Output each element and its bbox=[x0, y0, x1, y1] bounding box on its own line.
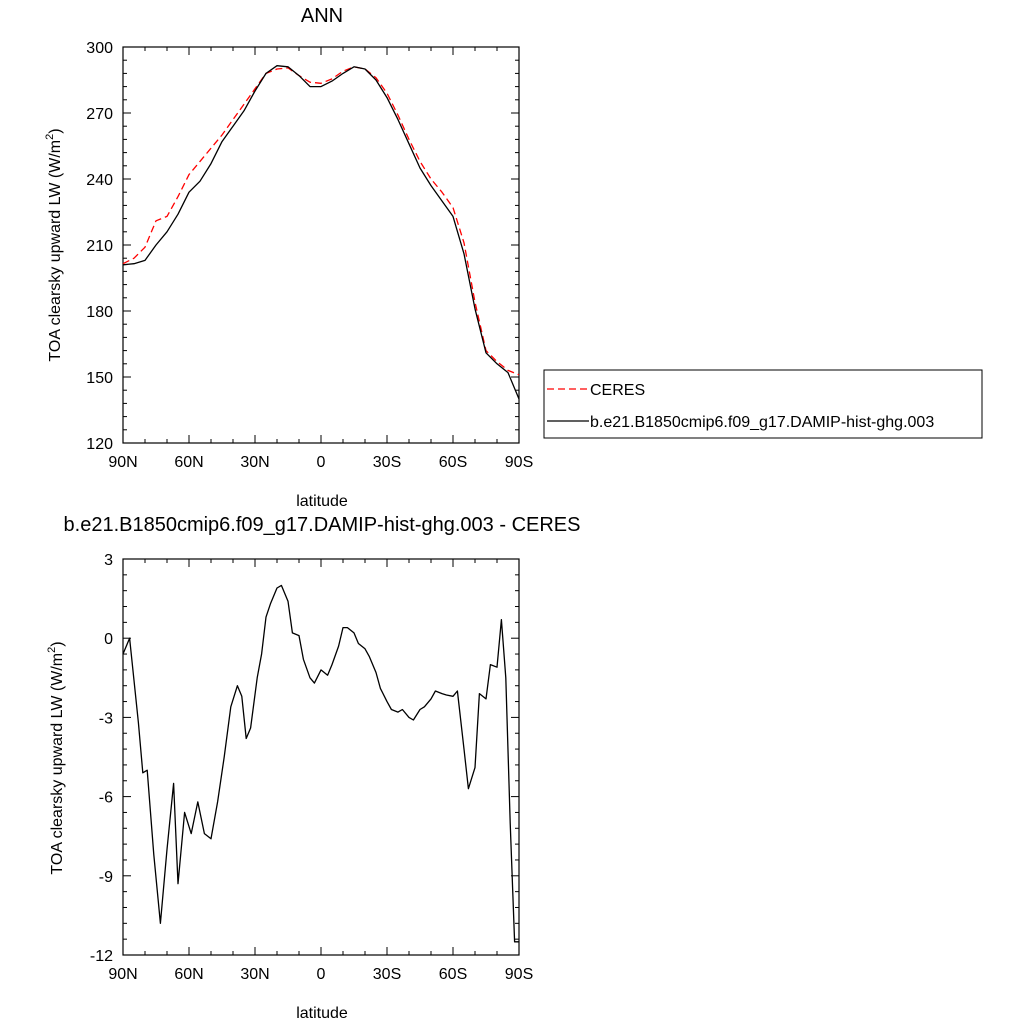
top-x-tick-label: 0 bbox=[317, 454, 326, 471]
top-y-axis-label-main: TOA clearsky upward LW (W/m bbox=[47, 140, 64, 362]
bottom-x-tick-label: 30N bbox=[240, 966, 269, 983]
bottom-y-tick-label: 3 bbox=[104, 552, 113, 569]
bottom-y-axis-label-sup: 2 bbox=[46, 647, 58, 653]
bottom-y-tick-label: -3 bbox=[99, 710, 113, 727]
legend-ceres-label: CERES bbox=[590, 382, 645, 399]
top-x-tick-label: 30S bbox=[373, 454, 401, 471]
top-plot-area: 90N 60N 30N 0 30S 60S 90S 120 150 180 210 240 270 300 bbox=[86, 40, 533, 471]
top-y-axis-label-sup: 2 bbox=[44, 134, 56, 140]
top-x-tick-label: 90S bbox=[505, 454, 533, 471]
legend-model-label: b.e21.B1850cmip6.f09_g17.DAMIP-hist-ghg.… bbox=[590, 414, 934, 431]
legend: CERES b.e21.B1850cmip6.f09_g17.DAMIP-his… bbox=[543, 369, 983, 439]
legend-box bbox=[543, 369, 983, 439]
top-x-tick-label: 60N bbox=[174, 454, 203, 471]
bottom-panel-title: b.e21.B1850cmip6.f09_g17.DAMIP-hist-ghg.… bbox=[64, 514, 581, 536]
top-panel: ANN 90N 60N 30N 0 30S 60S 90S 120 150 180 210 240 27… bbox=[44, 5, 533, 510]
top-y-tick-label: 300 bbox=[86, 40, 113, 57]
bottom-x-tick-label: 30S bbox=[373, 966, 401, 983]
top-x-tick-label: 90N bbox=[108, 454, 137, 471]
top-y-axis-label: TOA clearsky upward LW (W/m2) bbox=[44, 128, 64, 361]
bottom-x-tick-label: 90S bbox=[505, 966, 533, 983]
bottom-y-tick-label: -12 bbox=[90, 948, 113, 965]
bottom-x-tick-label: 90N bbox=[108, 966, 137, 983]
top-x-tick-label: 30N bbox=[240, 454, 269, 471]
bottom-y-tick-label: -6 bbox=[99, 790, 113, 807]
bottom-x-tick-label: 60N bbox=[174, 966, 203, 983]
top-y-tick-label: 180 bbox=[86, 304, 113, 321]
top-y-tick-label: 120 bbox=[86, 436, 113, 453]
top-y-tick-label: 240 bbox=[86, 172, 113, 189]
top-y-axis-label-tail: ) bbox=[47, 128, 64, 133]
top-x-axis-label: latitude bbox=[296, 493, 348, 510]
bottom-y-tick-label: -9 bbox=[99, 869, 113, 886]
top-y-tick-label: 270 bbox=[86, 106, 113, 123]
top-x-tick-label: 60S bbox=[439, 454, 467, 471]
bottom-y-tick-label: 0 bbox=[104, 631, 113, 648]
bottom-x-axis-label: latitude bbox=[296, 1005, 348, 1022]
top-series-ceres bbox=[122, 66, 520, 376]
bottom-x-tick-label: 0 bbox=[317, 966, 326, 983]
top-series-b-e21-b1850cmip6-f09-g17-damip-hist-ghg-003 bbox=[122, 65, 520, 400]
bottom-frame bbox=[122, 558, 520, 956]
bottom-x-tick-label: 60S bbox=[439, 966, 467, 983]
bottom-plot-area: 90N 60N 30N 0 30S 60S 90S 3 0 -3 -6 -9 -12 bbox=[90, 552, 533, 983]
bottom-y-axis-label-main: TOA clearsky upward LW (W/m bbox=[49, 653, 66, 875]
top-y-tick-label: 210 bbox=[86, 238, 113, 255]
bottom-y-axis-label-tail: ) bbox=[49, 641, 66, 646]
top-panel-title: ANN bbox=[301, 5, 343, 27]
bottom-series-difference bbox=[122, 584, 519, 943]
bottom-y-axis-label: TOA clearsky upward LW (W/m2) bbox=[46, 641, 66, 874]
bottom-panel: b.e21.B1850cmip6.f09_g17.DAMIP-hist-ghg.… bbox=[46, 514, 580, 1022]
top-y-tick-label: 150 bbox=[86, 370, 113, 387]
top-frame bbox=[122, 46, 520, 444]
